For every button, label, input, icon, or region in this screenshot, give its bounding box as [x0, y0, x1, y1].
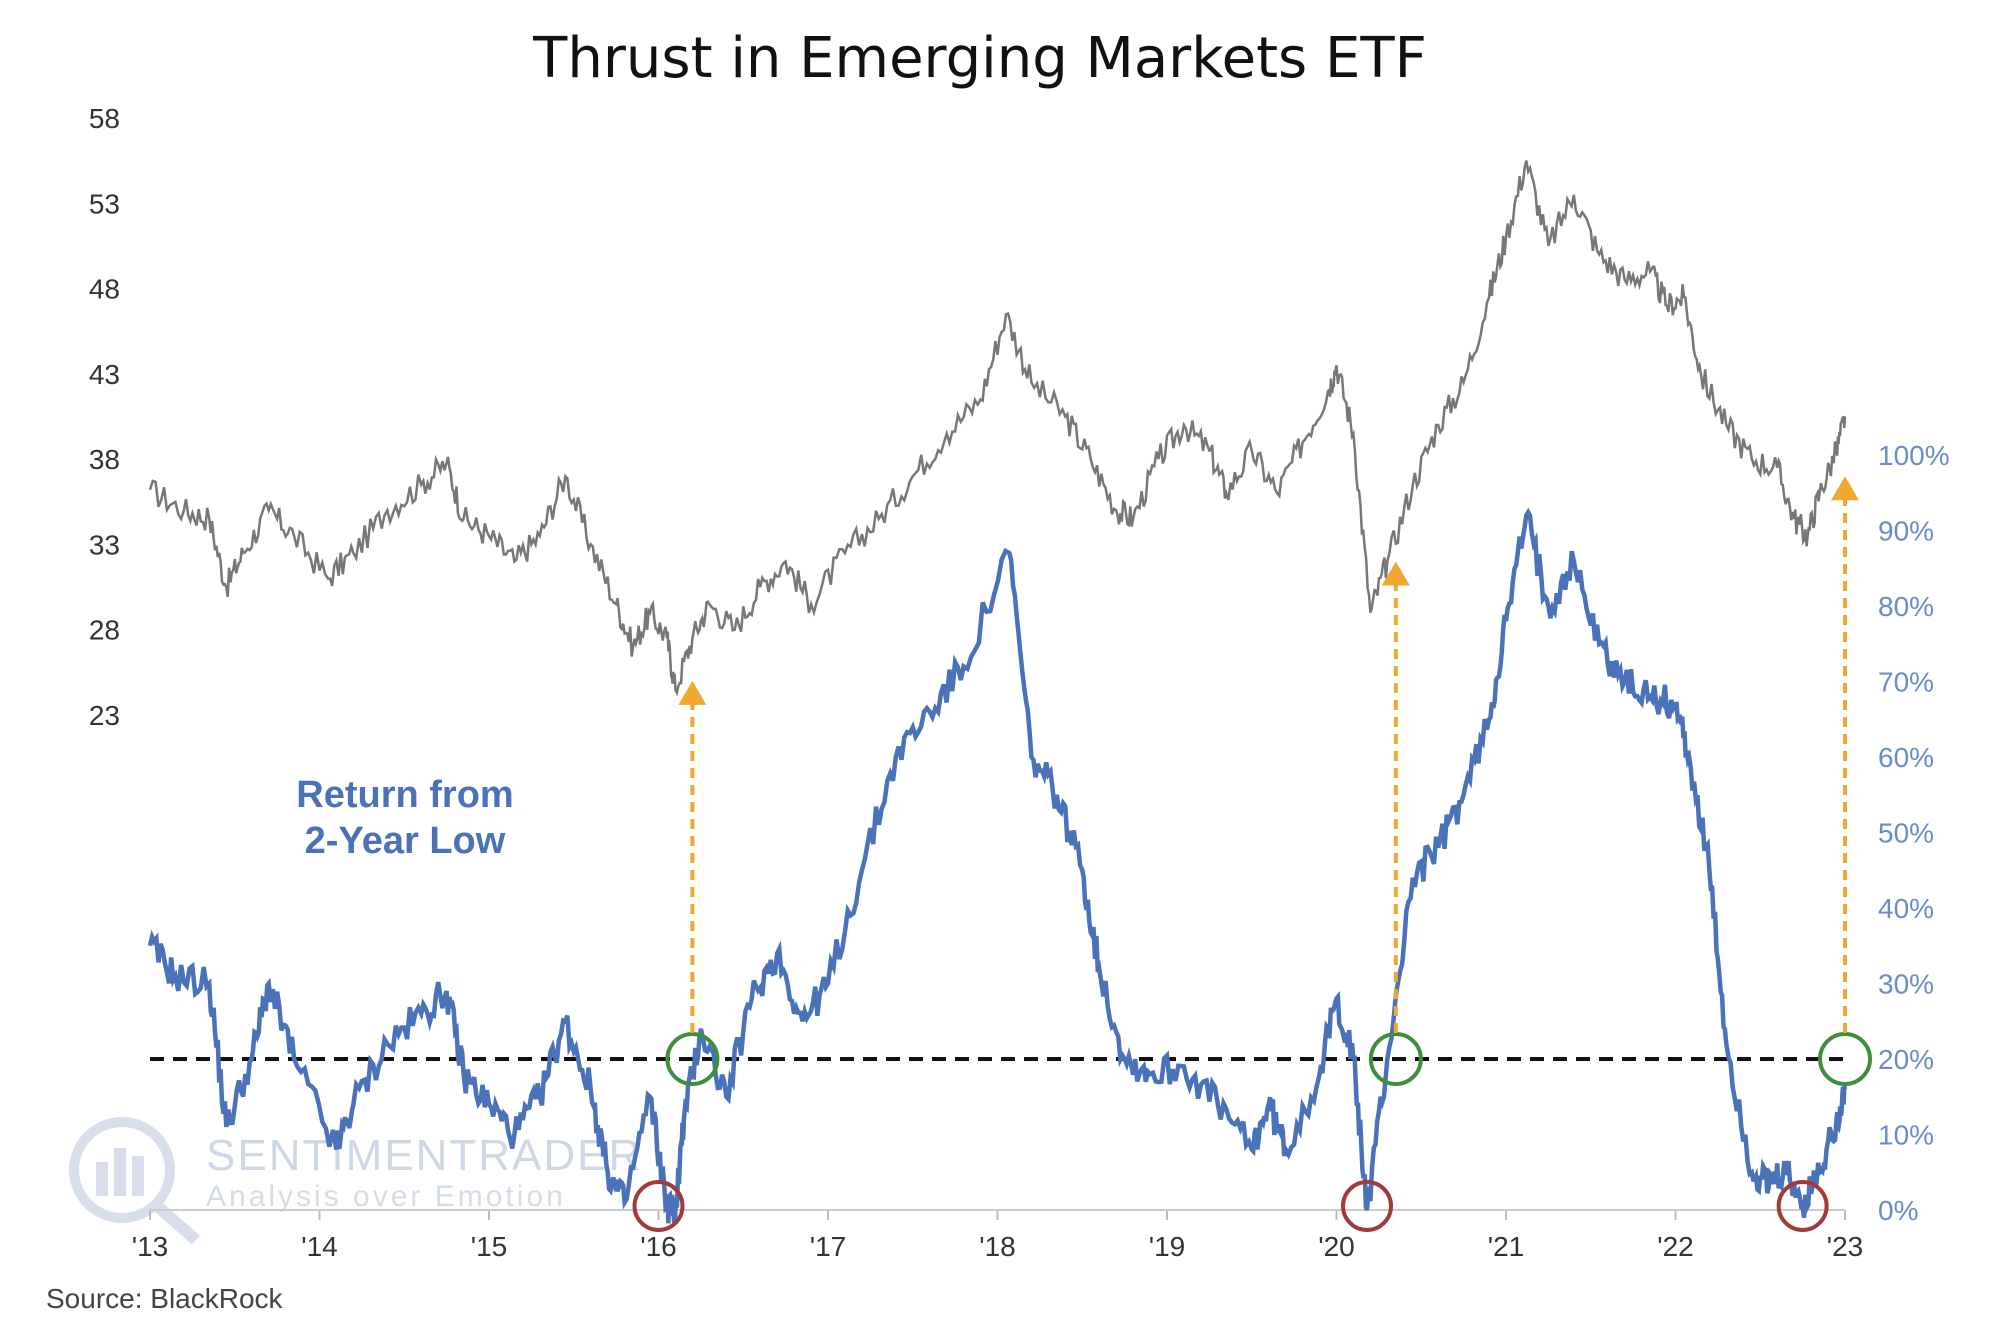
thrust-arrow-head: [1831, 476, 1859, 501]
left-tick-label: 38: [89, 444, 120, 475]
x-axis: '13 '14 '15 '16 '17 '18 '19 '20 '21 '22 '23: [132, 1210, 1864, 1262]
low-marker: [632, 1180, 685, 1232]
left-tick-label: 48: [89, 274, 120, 305]
x-tick-label: '15: [471, 1231, 508, 1262]
series-line-return: [147, 507, 1848, 1224]
x-tick-label: '18: [979, 1231, 1016, 1262]
source-note: Source: BlackRock: [46, 1283, 284, 1314]
x-tick-label: '22: [1657, 1231, 1694, 1262]
x-tick-label: '23: [1827, 1231, 1864, 1262]
right-tick-label: 80%: [1878, 591, 1934, 622]
right-tick-label: 70%: [1878, 667, 1934, 698]
low-marker: [1341, 1180, 1394, 1232]
annotation-line-2: 2-Year Low: [305, 820, 506, 862]
x-tick-label: '13: [132, 1231, 169, 1262]
right-tick-label: 90%: [1878, 516, 1934, 547]
annotation-line-1: Return from: [296, 774, 513, 816]
x-tick-label: '17: [810, 1231, 847, 1262]
left-tick-label: 53: [89, 188, 120, 219]
right-tick-label: 50%: [1878, 818, 1934, 849]
right-tick-label: 20%: [1878, 1044, 1934, 1075]
right-tick-label: 10%: [1878, 1120, 1934, 1151]
x-tick-label: '19: [1149, 1231, 1186, 1262]
event-markers: [632, 476, 1872, 1232]
left-tick-label: 33: [89, 529, 120, 560]
left-tick-label: 43: [89, 359, 120, 390]
watermark: SENTIMENTRADER Analysis over Emotion: [69, 1117, 642, 1245]
thrust-arrow-head: [1381, 561, 1410, 586]
left-axis: 23 28 33 38 43 48 53 58: [89, 103, 120, 731]
right-tick-label: 40%: [1878, 893, 1934, 924]
thrust-marker: [1818, 1032, 1872, 1086]
right-tick-label: 60%: [1878, 742, 1934, 773]
left-tick-label: 58: [89, 103, 120, 134]
right-tick-label: 100%: [1878, 440, 1950, 471]
right-tick-label: 0%: [1878, 1195, 1918, 1226]
thrust-arrow-head: [678, 680, 707, 705]
right-axis: 0% 10% 20% 30% 40% 50% 60% 70% 80% 90% 100%: [1878, 440, 1950, 1226]
x-tick-label: '14: [301, 1231, 338, 1262]
left-tick-label: 23: [89, 700, 120, 731]
watermark-name: SENTIMENTRADER: [206, 1131, 642, 1180]
watermark-tagline: Analysis over Emotion: [206, 1180, 566, 1213]
watermark-logo-icon: [69, 1117, 200, 1245]
thrust-marker: [665, 1032, 720, 1086]
x-tick-label: '21: [1488, 1231, 1525, 1262]
x-tick-label: '20: [1318, 1231, 1355, 1262]
right-tick-label: 30%: [1878, 969, 1934, 1000]
x-tick-label: '16: [640, 1231, 677, 1262]
thrust-marker: [1368, 1032, 1423, 1086]
left-tick-label: 28: [89, 615, 120, 646]
chart-title: Thrust in Emerging Markets ETF: [532, 26, 1427, 91]
series-line-price: [148, 160, 1847, 697]
low-marker: [1776, 1180, 1829, 1232]
